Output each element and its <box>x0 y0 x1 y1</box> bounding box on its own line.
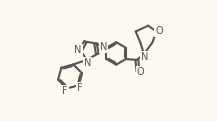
Text: F: F <box>62 86 68 96</box>
Text: N: N <box>84 57 91 68</box>
Text: O: O <box>155 26 163 36</box>
Text: O: O <box>136 67 144 77</box>
Text: N: N <box>100 42 108 52</box>
Text: F: F <box>77 83 83 93</box>
Text: N: N <box>74 45 82 55</box>
Text: N: N <box>141 52 148 62</box>
